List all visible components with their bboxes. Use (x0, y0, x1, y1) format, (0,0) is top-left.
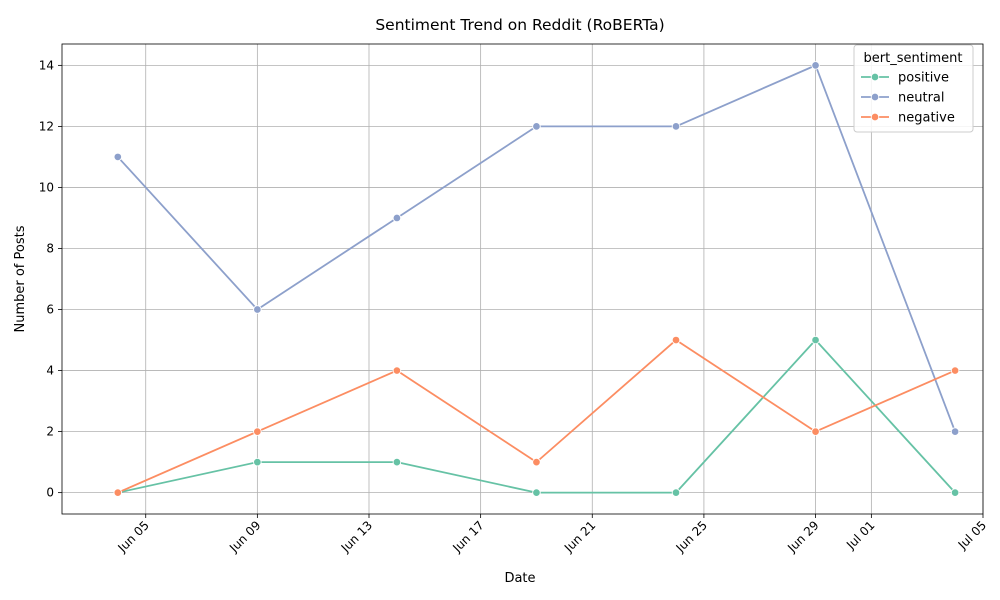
data-point-negative (392, 366, 402, 375)
legend-box (853, 44, 974, 133)
data-point-neutral (950, 427, 960, 436)
legend-marker (870, 92, 880, 102)
x-tick-label: Jun 21 (561, 518, 598, 555)
data-point-negative (253, 427, 262, 436)
y-tick-label: 2 (46, 425, 54, 439)
y-tick-label: 8 (46, 241, 54, 255)
series-positive (113, 335, 960, 497)
data-point-negative (532, 457, 541, 467)
series (113, 61, 960, 497)
x-tick-label: Jun 09 (226, 518, 263, 555)
series-line-positive (117, 339, 956, 494)
data-point-neutral (392, 213, 402, 223)
legend-item-negative: negative (861, 111, 955, 126)
data-point-neutral (811, 61, 820, 70)
data-point-positive (671, 488, 681, 497)
legend-title: bert_sentiment (864, 51, 963, 66)
data-point-positive (392, 457, 402, 467)
x-tick-label: Jun 17 (449, 518, 486, 555)
series-negative (113, 335, 960, 497)
legend-items: positive neutral negative (861, 71, 955, 126)
y-tick-label: 4 (46, 364, 54, 378)
legend-marker (870, 112, 880, 122)
grid (62, 44, 984, 514)
data-point-negative (950, 366, 960, 375)
legend-label: neutral (898, 91, 945, 106)
x-tick-label: Jun 29 (784, 518, 821, 555)
y-axis: 0 2 4 6 8 10 12 14 (39, 58, 62, 500)
data-point-positive (811, 335, 820, 345)
x-tick-label: Jul 05 (955, 518, 989, 552)
legend-marker (870, 72, 880, 82)
plot-frame (61, 43, 984, 515)
y-tick-label: 0 (46, 486, 54, 500)
series-line-negative (117, 339, 956, 494)
x-axis: Jun 05 Jun 09 Jun 13 Jun 17 Jun 21 Jun 25 Jun … (114, 514, 989, 556)
x-tick-label: Jul 01 (843, 518, 877, 552)
chart-title: Sentiment Trend on Reddit (RoBERTa) (375, 16, 664, 34)
x-tick-label: Jun 05 (114, 518, 151, 555)
data-point-neutral (113, 152, 123, 162)
series-neutral (113, 61, 960, 436)
x-tick-label: Jun 25 (673, 518, 710, 555)
data-point-neutral (671, 122, 681, 131)
y-tick-label: 14 (39, 58, 54, 72)
data-point-negative (671, 335, 681, 345)
legend-item-positive: positive (861, 71, 949, 86)
data-point-negative (113, 488, 123, 497)
data-point-positive (532, 488, 541, 497)
y-axis-label: Number of Posts (13, 225, 28, 332)
y-tick-label: 12 (39, 119, 54, 133)
legend-label: positive (898, 71, 949, 86)
x-axis-label: Date (504, 571, 535, 586)
data-point-neutral (253, 305, 262, 314)
x-tick-label: Jun 13 (338, 518, 375, 555)
data-point-positive (950, 488, 960, 497)
legend-item-neutral: neutral (861, 91, 945, 106)
data-point-positive (253, 457, 262, 467)
data-point-neutral (532, 122, 541, 131)
y-tick-label: 10 (39, 180, 54, 194)
y-tick-label: 6 (46, 303, 54, 317)
data-point-negative (811, 427, 820, 436)
legend-label: negative (898, 111, 955, 126)
legend: bert_sentiment positive neutral negative (853, 44, 974, 133)
